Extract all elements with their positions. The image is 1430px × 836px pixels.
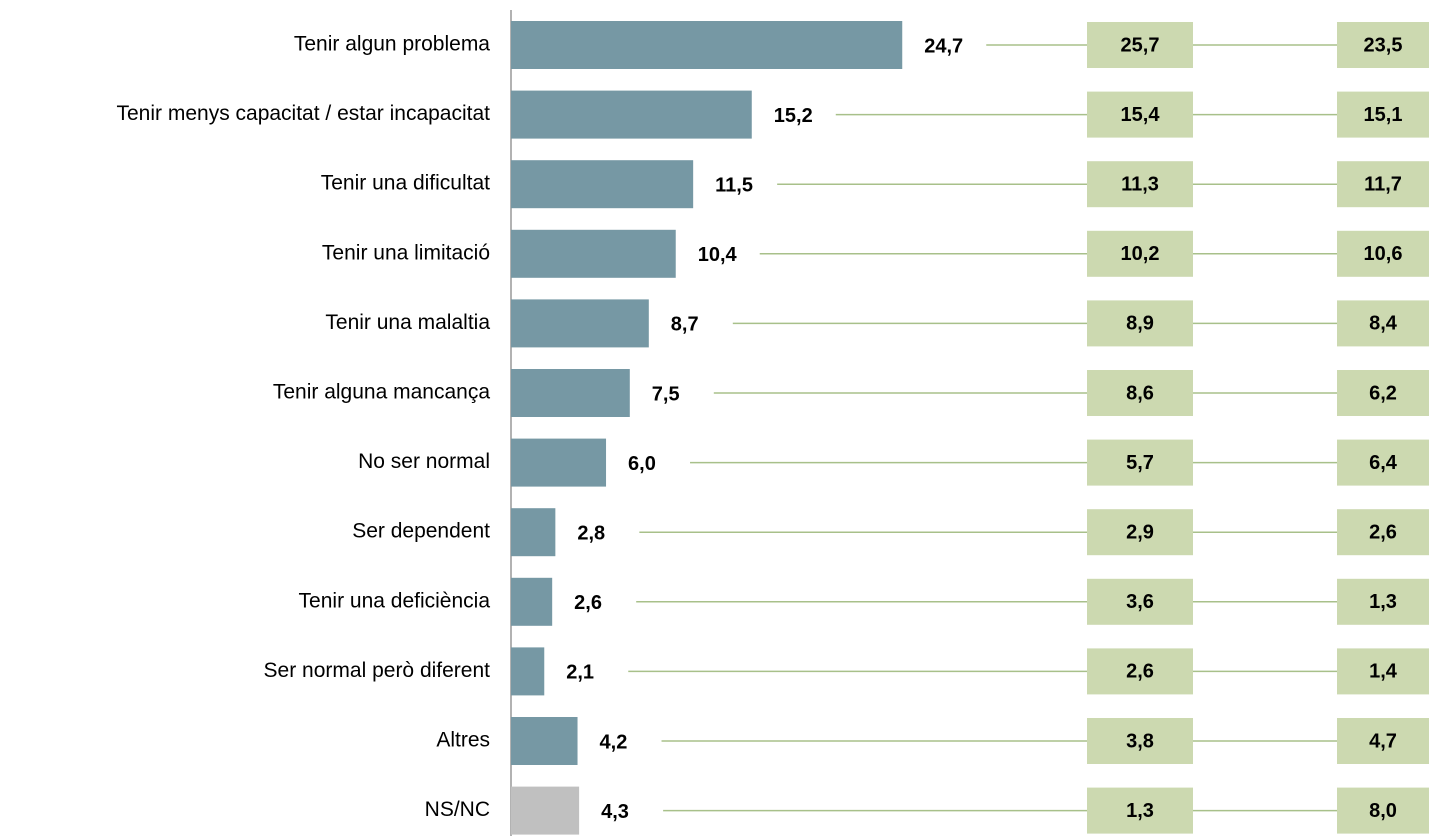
bar xyxy=(511,229,676,278)
value-label: 8,7 xyxy=(671,314,699,336)
column-value: 11,7 xyxy=(1364,173,1402,195)
value-box xyxy=(1087,91,1193,138)
category-label: Ser dependent xyxy=(352,520,490,543)
category-label: Tenir una malaltia xyxy=(325,311,490,334)
value-box xyxy=(1087,300,1193,347)
value-label: 2,6 xyxy=(574,592,602,614)
value-box xyxy=(1337,439,1429,486)
value-box xyxy=(1087,578,1193,625)
category-label: Altres xyxy=(436,729,490,752)
column-value: 8,9 xyxy=(1126,313,1154,335)
column-value: 2,6 xyxy=(1369,521,1397,543)
value-box xyxy=(1087,509,1193,556)
value-box xyxy=(1337,578,1429,625)
bar xyxy=(511,577,553,626)
column-value: 23,5 xyxy=(1364,34,1403,56)
category-label: NS/NC xyxy=(425,798,490,821)
value-box xyxy=(1087,22,1193,68)
value-box xyxy=(1087,787,1193,834)
bar xyxy=(511,438,607,487)
column-value: 8,4 xyxy=(1369,313,1398,335)
column-value: 1,3 xyxy=(1126,800,1154,822)
column-value: 6,2 xyxy=(1369,382,1397,404)
value-box xyxy=(1337,509,1429,556)
column-value: 10,2 xyxy=(1121,243,1160,265)
value-box xyxy=(1087,648,1193,695)
value-label: 4,2 xyxy=(600,731,628,753)
category-label: Tenir menys capacitat / estar incapacita… xyxy=(116,102,490,125)
column-value: 6,4 xyxy=(1369,452,1398,474)
value-label: 6,0 xyxy=(628,453,656,475)
value-label: 24,7 xyxy=(924,35,963,57)
column-value: 2,6 xyxy=(1126,661,1154,683)
column-value: 15,4 xyxy=(1121,104,1161,126)
bar xyxy=(511,90,752,139)
column-value: 10,6 xyxy=(1364,243,1403,265)
category-label: Tenir algun problema xyxy=(294,33,490,56)
column-value: 3,8 xyxy=(1126,730,1154,752)
value-label: 2,1 xyxy=(566,662,594,684)
value-box xyxy=(1087,439,1193,486)
value-box xyxy=(1337,787,1429,834)
category-label: Tenir alguna mancança xyxy=(273,381,490,404)
column-value: 25,7 xyxy=(1121,34,1160,56)
bar xyxy=(511,717,578,765)
bar xyxy=(511,508,556,557)
category-label: Ser normal però diferent xyxy=(264,659,491,682)
column-value: 2,9 xyxy=(1126,521,1154,543)
column-value: 8,0 xyxy=(1369,800,1397,822)
value-label: 2,8 xyxy=(577,522,605,544)
bar xyxy=(511,786,580,835)
category-label: Tenir una dificultat xyxy=(321,172,490,195)
value-box xyxy=(1337,22,1429,68)
value-box xyxy=(1337,370,1429,416)
value-label: 4,3 xyxy=(601,801,629,823)
bar xyxy=(511,160,694,209)
value-box xyxy=(1337,718,1429,764)
column-value: 5,7 xyxy=(1126,452,1154,474)
value-box xyxy=(1087,718,1193,764)
category-label: Tenir una limitació xyxy=(322,241,490,264)
column-value: 8,6 xyxy=(1126,382,1154,404)
value-box xyxy=(1337,230,1429,277)
bar xyxy=(511,299,649,348)
column-value: 15,1 xyxy=(1364,104,1403,126)
column-value: 1,4 xyxy=(1369,661,1398,683)
category-label: Tenir una deficiència xyxy=(299,589,491,612)
value-box xyxy=(1087,161,1193,208)
value-label: 7,5 xyxy=(652,383,680,405)
value-box xyxy=(1337,300,1429,347)
value-label: 11,5 xyxy=(715,174,753,196)
bar xyxy=(511,21,903,69)
value-box xyxy=(1337,91,1429,138)
column-value: 11,3 xyxy=(1121,173,1159,195)
column-value: 4,7 xyxy=(1369,730,1397,752)
value-box xyxy=(1087,370,1193,416)
column-value: 1,3 xyxy=(1369,591,1397,613)
category-label: No ser normal xyxy=(358,450,490,473)
value-box xyxy=(1337,161,1429,208)
value-label: 15,2 xyxy=(774,105,813,127)
value-box xyxy=(1087,230,1193,277)
value-label: 10,4 xyxy=(698,244,738,266)
bar xyxy=(511,369,630,417)
bar xyxy=(511,647,545,696)
column-value: 3,6 xyxy=(1126,591,1154,613)
value-box xyxy=(1337,648,1429,695)
